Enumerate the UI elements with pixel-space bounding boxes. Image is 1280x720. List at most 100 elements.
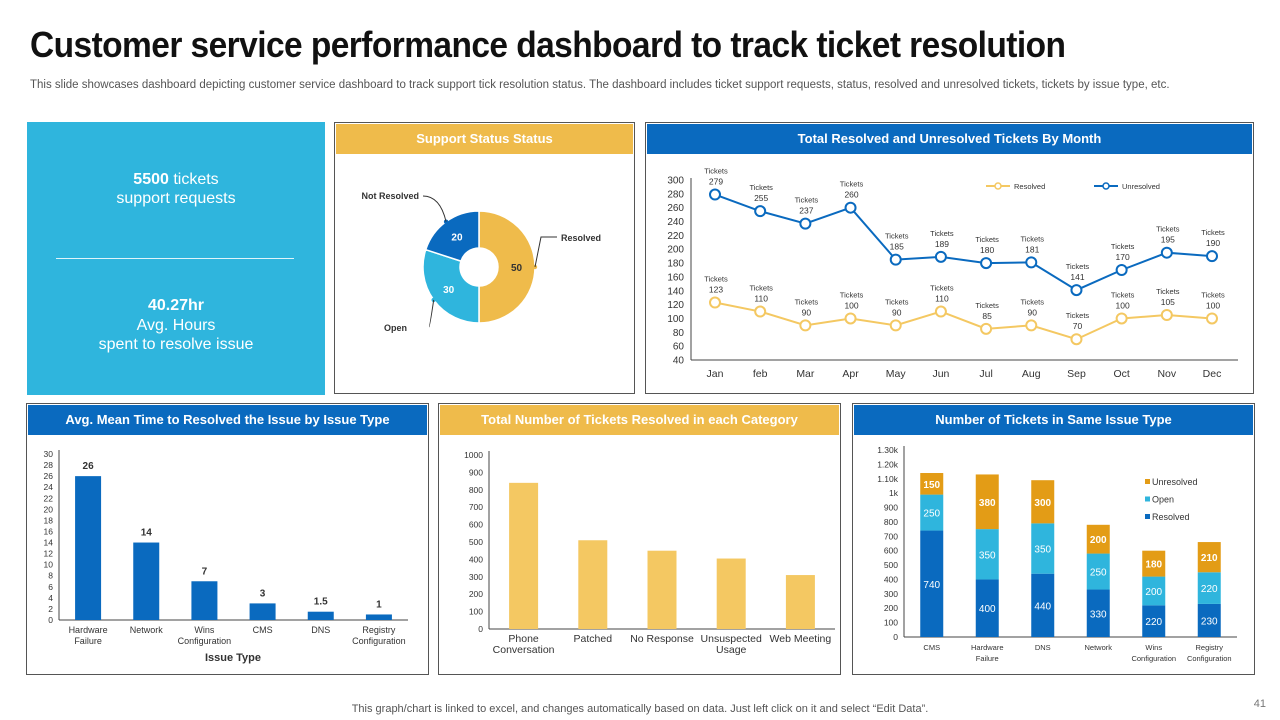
bar-xtick-wins-configuration: Configuration bbox=[1131, 654, 1176, 663]
bar-ytick: 300 bbox=[884, 589, 898, 599]
kpi-hours-number: 40.27hr bbox=[147, 297, 205, 314]
bar-ytick: 18 bbox=[44, 515, 54, 525]
bar-ytick: 26 bbox=[44, 471, 54, 481]
bar-open-hardware-failure bbox=[975, 529, 999, 580]
point-value-resolved-dec: 100 bbox=[1206, 300, 1220, 310]
bar-ytick: 14 bbox=[44, 538, 54, 548]
point-prefix-unresolved: Tickets bbox=[975, 235, 999, 244]
point-value-resolved-nov: 105 bbox=[1161, 297, 1175, 307]
bar-ytick: 24 bbox=[44, 482, 54, 492]
bar-ytick: 1.10k bbox=[877, 474, 899, 484]
bar-open-dns bbox=[1031, 523, 1055, 574]
line-xtick-jul: Jul bbox=[979, 368, 992, 380]
mean-time-panel: Avg. Mean Time to Resolved the Issue by … bbox=[26, 403, 429, 675]
point-resolved-apr bbox=[844, 312, 857, 325]
point-resolved-may bbox=[889, 319, 902, 332]
mean-time-chart: 024681012141618202224262830HardwareFailu… bbox=[44, 449, 408, 664]
legend-label-unresolved: Unresolved bbox=[1122, 182, 1160, 191]
bar-ytick: 700 bbox=[469, 502, 483, 512]
point-prefix-resolved: Tickets bbox=[704, 275, 728, 284]
point-unresolved-aug bbox=[1025, 256, 1038, 269]
bar-xtick-patched: Patched bbox=[574, 633, 613, 645]
bar-xtick-registry-configuration: Configuration bbox=[352, 636, 406, 646]
bar-ytick: 1.30k bbox=[877, 445, 899, 455]
line-ytick: 100 bbox=[667, 314, 684, 325]
bar-xtick-hardware-failure: Failure bbox=[74, 636, 102, 646]
bar-ytick: 100 bbox=[884, 618, 898, 628]
line-ytick: 80 bbox=[673, 328, 685, 339]
donut-slice-open bbox=[422, 248, 480, 324]
bar-value-resolved-registry-configuration: 230 bbox=[1201, 616, 1218, 627]
point-value-unresolved-feb: 255 bbox=[754, 193, 768, 203]
bar-ytick: 900 bbox=[884, 503, 898, 513]
point-value-unresolved-jul: 180 bbox=[980, 245, 994, 255]
bar-resolved-dns bbox=[1031, 573, 1055, 637]
line-ytick: 300 bbox=[667, 176, 684, 187]
bar-resolved-hardware-failure bbox=[975, 579, 999, 637]
footer-note: This graph/chart is linked to excel, and… bbox=[351, 703, 929, 715]
bar-xtick-wins-configuration: Configuration bbox=[178, 636, 232, 646]
support-status-panel: Support Status Status 50 Resolved 30 Open 20… bbox=[334, 122, 635, 394]
bar-ytick: 500 bbox=[469, 537, 483, 547]
kpi-divider bbox=[56, 258, 294, 259]
donut-slice-resolved bbox=[478, 210, 536, 324]
point-value-resolved-jun: 110 bbox=[935, 294, 949, 304]
bar-value-open-wins-configuration: 200 bbox=[1145, 587, 1162, 598]
point-unresolved-nov bbox=[1160, 246, 1173, 259]
bar-value-unresolved-registry-configuration: 210 bbox=[1201, 553, 1218, 564]
bar-value-network: 14 bbox=[141, 528, 153, 539]
legend-label-unresolved: Unresolved bbox=[1152, 477, 1198, 487]
point-resolved-jun bbox=[934, 305, 947, 318]
point-prefix-resolved: Tickets bbox=[1111, 290, 1135, 299]
bar-xtick-cms: CMS bbox=[253, 625, 273, 635]
point-value-unresolved-sep: 141 bbox=[1070, 272, 1084, 282]
line-ytick: 60 bbox=[673, 342, 685, 353]
donut-leader-resolved bbox=[534, 236, 557, 268]
line-xtick-dec: Dec bbox=[1203, 368, 1222, 380]
bar-phone-conversation bbox=[509, 482, 539, 629]
point-value-unresolved-dec: 190 bbox=[1206, 238, 1220, 248]
bar-unresolved-wins-configuration bbox=[1142, 550, 1166, 577]
bar-value-open-cms: 250 bbox=[923, 509, 940, 520]
page-title: Customer service performance dashboard t… bbox=[30, 24, 1066, 65]
point-prefix-resolved: Tickets bbox=[885, 297, 909, 306]
point-value-resolved-apr: 100 bbox=[844, 300, 858, 310]
bar-xtick-phone-conversation: Conversation bbox=[493, 644, 555, 656]
line-xtick-feb: feb bbox=[753, 368, 768, 380]
bar-value-dns: 1.5 bbox=[314, 597, 328, 608]
bar-open-cms bbox=[920, 494, 944, 531]
point-value-resolved-sep: 70 bbox=[1073, 321, 1083, 331]
bar-ytick: 600 bbox=[884, 546, 898, 556]
support-status-title: Support Status Status bbox=[336, 124, 633, 154]
bar-xtick-web-meeting: Web Meeting bbox=[770, 633, 832, 645]
donut-value-not-resolved: 20 bbox=[451, 233, 463, 244]
series-line-resolved bbox=[714, 301, 1213, 341]
legend-swatch-unresolved bbox=[1145, 479, 1150, 484]
bar-ytick: 1k bbox=[889, 488, 899, 498]
monthly-tickets-chart: 40 60 80 100 120 140 160 180 200 220 240 260 280 300 J… bbox=[667, 167, 1238, 380]
bar-ytick: 500 bbox=[884, 560, 898, 570]
point-prefix-unresolved: Tickets bbox=[704, 167, 728, 176]
legend-label-resolved: Resolved bbox=[1152, 512, 1190, 522]
point-value-resolved-feb: 110 bbox=[754, 294, 768, 304]
bar-xtick-hardware-failure: Hardware bbox=[69, 625, 108, 635]
bar-resolved-cms bbox=[920, 530, 944, 637]
monthly-tickets-panel: Total Resolved and Unresolved Tickets By… bbox=[645, 122, 1254, 394]
bar-xtick-cms: CMS bbox=[923, 643, 940, 652]
bar-unresolved-dns bbox=[1031, 480, 1055, 524]
bar-ytick: 1.20k bbox=[877, 459, 899, 469]
bar-xtick-registry-configuration: Registry bbox=[362, 625, 396, 635]
bar-unresolved-registry-configuration bbox=[1197, 542, 1221, 573]
line-xtick-nov: Nov bbox=[1157, 368, 1176, 380]
monthly-tickets-title: Total Resolved and Unresolved Tickets By… bbox=[647, 124, 1252, 154]
donut-label-not-resolved: Not Resolved bbox=[361, 191, 419, 201]
point-prefix-unresolved: Tickets bbox=[749, 183, 773, 192]
bar-xtick-network: Network bbox=[130, 625, 164, 635]
bar-xtick-wins-configuration: Wins bbox=[1145, 643, 1162, 652]
kpi-hours-label2: spent to resolve issue bbox=[98, 336, 254, 353]
bar-unresolved-cms bbox=[920, 473, 944, 495]
bar-value-hardware-failure: 26 bbox=[83, 461, 95, 472]
bar-xtick-no-response: No Response bbox=[630, 633, 694, 645]
bar-value-cms: 3 bbox=[260, 588, 266, 599]
bar-ytick: 10 bbox=[44, 560, 54, 570]
